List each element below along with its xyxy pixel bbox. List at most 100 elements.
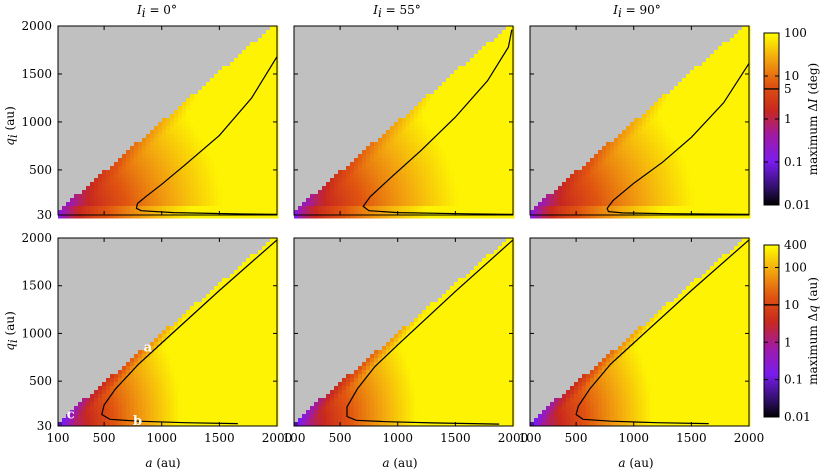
heatmap-cell <box>126 154 131 159</box>
heatmap-cell <box>650 198 655 203</box>
heatmap-cell <box>126 402 131 407</box>
heatmap-cell <box>726 70 731 75</box>
heatmap-cell <box>658 198 663 203</box>
heatmap-cell <box>234 122 239 127</box>
heatmap-cell <box>258 130 263 135</box>
heatmap-cell <box>494 130 499 135</box>
heatmap-cell <box>678 130 683 135</box>
heatmap-cell <box>274 74 279 79</box>
heatmap-cell <box>234 150 239 155</box>
heatmap-cell <box>362 182 367 187</box>
heatmap-cell <box>186 126 191 131</box>
heatmap-cell <box>574 202 579 207</box>
heatmap-cell <box>466 134 471 139</box>
heatmap-cell <box>214 382 219 387</box>
heatmap-cell <box>90 410 95 415</box>
heatmap-cell <box>502 134 507 139</box>
heatmap-cell <box>438 122 443 127</box>
heatmap-cell <box>450 98 455 103</box>
heatmap-cell <box>466 214 471 219</box>
heatmap-cell <box>182 370 187 375</box>
heatmap-cell <box>442 178 447 183</box>
heatmap-cell <box>474 62 479 67</box>
heatmap-cell <box>134 410 139 415</box>
heatmap-cell <box>434 202 439 207</box>
heatmap-cell <box>94 194 99 199</box>
heatmap-cell <box>210 306 215 311</box>
heatmap-cell <box>602 182 607 187</box>
heatmap-cell <box>602 198 607 203</box>
heatmap-cell <box>510 46 515 51</box>
heatmap-cell <box>62 422 67 427</box>
heatmap-cell <box>222 118 227 123</box>
heatmap-cell <box>214 290 219 295</box>
heatmap-cell <box>746 150 751 155</box>
heatmap-cell <box>266 186 271 191</box>
heatmap-cell <box>374 170 379 175</box>
heatmap-cell <box>206 374 211 379</box>
heatmap-cell <box>446 102 451 107</box>
heatmap-cell <box>634 214 639 219</box>
heatmap-cell <box>230 182 235 187</box>
heatmap-cell <box>594 174 599 179</box>
heatmap-cell <box>482 146 487 151</box>
heatmap-cell <box>406 138 411 143</box>
heatmap-cell <box>382 198 387 203</box>
heatmap-cell <box>482 166 487 171</box>
heatmap-cell <box>470 158 475 163</box>
heatmap-cell <box>242 198 247 203</box>
heatmap-cell <box>342 198 347 203</box>
heatmap-cell <box>122 174 127 179</box>
heatmap-cell <box>370 210 375 215</box>
heatmap-cell <box>222 102 227 107</box>
heatmap-cell <box>462 78 467 83</box>
heatmap-cell <box>150 142 155 147</box>
heatmap-cell <box>426 98 431 103</box>
heatmap-cell <box>310 206 315 211</box>
heatmap-cell <box>686 182 691 187</box>
heatmap-cell <box>414 174 419 179</box>
heatmap-cell <box>250 166 255 171</box>
heatmap-cell <box>718 130 723 135</box>
heatmap-cell <box>134 170 139 175</box>
heatmap-cell <box>154 414 159 419</box>
heatmap-cell <box>586 194 591 199</box>
heatmap-cell <box>230 90 235 95</box>
heatmap-cell <box>478 162 483 167</box>
heatmap-cell <box>498 86 503 91</box>
heatmap-cell <box>706 78 711 83</box>
heatmap-cell <box>602 190 607 195</box>
heatmap-cell <box>382 194 387 199</box>
heatmap-cell <box>638 170 643 175</box>
heatmap-cell <box>570 186 575 191</box>
heatmap-cell <box>494 142 499 147</box>
heatmap-cell <box>158 402 163 407</box>
heatmap-cell <box>162 418 167 423</box>
heatmap-cell <box>662 150 667 155</box>
heatmap-cell <box>710 162 715 167</box>
heatmap-cell <box>414 170 419 175</box>
heatmap-cell <box>354 206 359 211</box>
heatmap-cell <box>710 70 715 75</box>
heatmap-cell <box>398 134 403 139</box>
heatmap-cell <box>406 122 411 127</box>
heatmap-cell <box>730 46 735 51</box>
heatmap-cell <box>218 382 223 387</box>
heatmap-cell <box>170 390 175 395</box>
heatmap-cell <box>122 386 127 391</box>
heatmap-cell <box>490 90 495 95</box>
heatmap-cell <box>174 194 179 199</box>
heatmap-cell <box>498 202 503 207</box>
heatmap-cell <box>638 166 643 171</box>
heatmap-cell <box>266 94 271 99</box>
heatmap-cell <box>470 186 475 191</box>
heatmap-cell <box>718 134 723 139</box>
heatmap-cell <box>474 182 479 187</box>
heatmap-cell <box>210 134 215 139</box>
heatmap-cell <box>650 182 655 187</box>
heatmap-cell <box>194 302 199 307</box>
heatmap-cell <box>414 110 419 115</box>
heatmap-cell <box>134 202 139 207</box>
heatmap-cell <box>486 146 491 151</box>
heatmap-cell <box>678 178 683 183</box>
